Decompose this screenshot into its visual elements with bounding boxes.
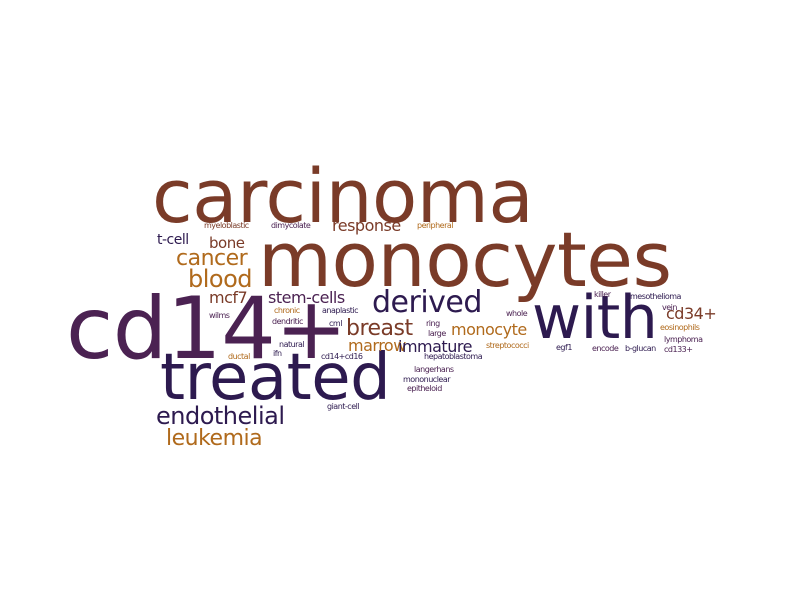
word-killer: killer (594, 290, 611, 299)
word-dendritic: dendritic (272, 317, 303, 326)
word-ifn: ifn (273, 349, 282, 358)
word-immature: immature (398, 337, 472, 356)
word-ring: ring (426, 319, 440, 328)
word-streptococci: streptococci (486, 341, 529, 350)
word-with: with (532, 283, 658, 353)
word-cd14plus: cd14+ (66, 279, 347, 379)
word-hepatoblastoma: hepatoblastoma (424, 352, 483, 361)
word-monocyte: monocyte (451, 320, 527, 339)
word-langerhans: langerhans (414, 365, 454, 374)
word-b-glucan: b-glucan (625, 344, 656, 353)
word-myeloblastic: myeloblastic (204, 221, 249, 230)
word-marrow: marrow (348, 336, 406, 355)
word-cd14-cd16: cd14+cd16 (321, 352, 363, 361)
word-encode: encode (592, 344, 619, 353)
word-epitheloid: epitheloid (407, 384, 442, 393)
word-leukemia: leukemia (166, 426, 263, 451)
word-ductal: ductal (228, 352, 250, 361)
word-stem-cells: stem-cells (268, 288, 345, 307)
word-response: response (332, 216, 401, 235)
word-endothelial: endothelial (156, 402, 285, 430)
word-mononuclear: mononuclear (403, 375, 451, 384)
word-vein: vein (662, 303, 677, 312)
word-bone: bone (209, 234, 245, 252)
word-peripheral: peripheral (417, 221, 454, 230)
word-whole: whole (506, 309, 528, 318)
word-chronic: chronic (274, 306, 300, 315)
word-lymphoma: lymphoma (664, 335, 703, 344)
word-cd133plus: cd133+ (664, 345, 693, 354)
word-giant-cell: giant-cell (327, 402, 360, 411)
word-t-cell: t-cell (157, 232, 189, 248)
word-wilms: wilms (209, 311, 230, 320)
word-egf1: egf1 (556, 343, 572, 352)
word-large: large (428, 329, 446, 338)
word-mcf7: mcf7 (209, 288, 248, 307)
word-dimycolate: dimycolate (271, 221, 311, 230)
word-cd34plus: cd34+ (666, 304, 717, 323)
word-mesothelioma: mesothelioma (630, 292, 681, 301)
word-natural: natural (279, 340, 305, 349)
word-anaplastic: anaplastic (322, 306, 359, 315)
word-carcinoma: carcinoma (152, 154, 534, 240)
word-eosinophils: eosinophils (660, 323, 700, 332)
word-cancer: cancer (176, 246, 248, 271)
word-monocytes: monocytes (258, 215, 672, 304)
word-blood: blood (188, 265, 253, 293)
word-cml: cml (329, 319, 342, 328)
word-derived: derived (372, 285, 482, 320)
word-breast: breast (346, 316, 413, 341)
word-treated: treated (160, 341, 391, 415)
